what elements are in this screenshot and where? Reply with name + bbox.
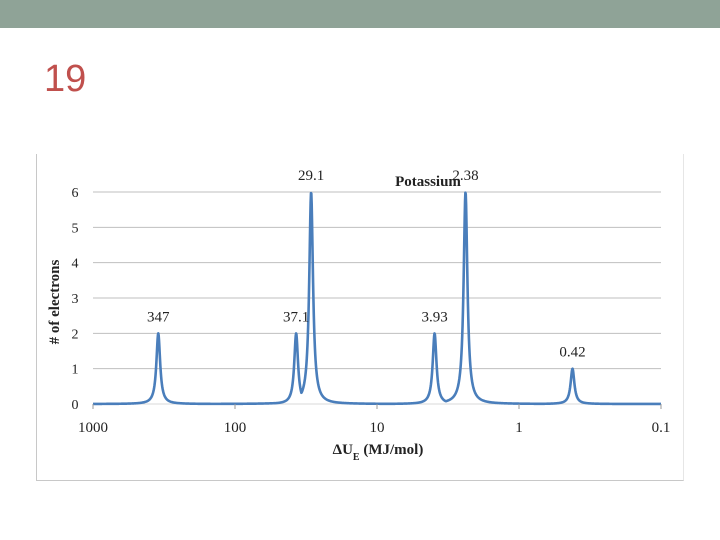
chart-frame: Potassium 0 1 2 3 4 5 6 1000 100 10 1 0.1 347 37.1 2… <box>36 154 684 481</box>
series-path <box>92 191 662 406</box>
peak-label: 0.42 <box>559 345 585 361</box>
y-tick-labels: 0 1 2 3 4 5 6 <box>72 186 79 413</box>
x-tick-labels: 1000 100 10 1 0.1 <box>78 404 670 436</box>
x-axis-label-main: ΔU <box>333 442 353 458</box>
peak-label: 2.38 <box>452 168 478 184</box>
peak-labels: 347 37.1 29.1 3.93 2.38 0.42 <box>147 168 586 361</box>
x-axis-label-rest: (MJ/mol) <box>360 442 424 458</box>
y-axis-label: # of electrons <box>47 259 63 344</box>
chart-title: Potassium <box>395 174 461 190</box>
y-tick-label: 3 <box>72 292 79 307</box>
peak-label: 37.1 <box>283 309 309 325</box>
peak-label: 29.1 <box>298 168 324 184</box>
gridlines <box>93 191 661 405</box>
y-tick-label: 2 <box>72 327 79 342</box>
series-line <box>92 191 662 406</box>
y-tick-label: 6 <box>72 186 79 201</box>
peak-label: 3.93 <box>421 309 447 325</box>
y-tick-label: 1 <box>72 363 79 378</box>
spectrum-chart: Potassium 0 1 2 3 4 5 6 1000 100 10 1 0.1 347 37.1 2… <box>47 168 670 463</box>
y-tick-label: 0 <box>72 398 79 413</box>
x-axis-label-sub: E <box>353 452 360 463</box>
x-axis-label: ΔUE (MJ/mol) <box>333 442 424 463</box>
x-tick-label: 1 <box>515 420 523 436</box>
peak-label: 347 <box>147 309 170 325</box>
slide-number: 19 <box>44 58 87 100</box>
x-tick-label: 100 <box>224 420 247 436</box>
x-tick-label: 1000 <box>78 420 108 436</box>
x-tick-label: 10 <box>370 420 385 436</box>
x-tick-label: 0.1 <box>652 420 671 436</box>
slide-header-bar <box>0 0 720 28</box>
y-tick-label: 5 <box>72 221 79 236</box>
y-tick-label: 4 <box>72 257 79 272</box>
